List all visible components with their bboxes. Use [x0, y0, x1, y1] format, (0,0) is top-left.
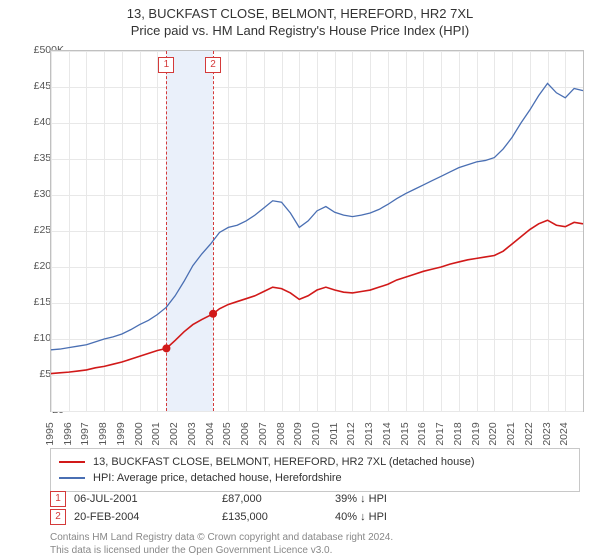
- credits-line-1: Contains HM Land Registry data © Crown c…: [50, 532, 580, 545]
- x-axis-label: 2022: [523, 422, 535, 445]
- credits-line-2: This data is licensed under the Open Gov…: [50, 545, 580, 558]
- x-axis-label: 2010: [310, 422, 322, 445]
- x-axis-label: 2015: [399, 422, 411, 445]
- x-axis-label: 2012: [345, 422, 357, 445]
- x-axis-label: 2007: [257, 422, 269, 445]
- x-axis-label: 1995: [44, 422, 56, 445]
- sales-row-diff-2: 40% ↓ HPI: [335, 511, 430, 523]
- sales-table: 1 06-JUL-2001 £87,000 39% ↓ HPI 2 20-FEB…: [50, 490, 580, 526]
- credits: Contains HM Land Registry data © Crown c…: [50, 532, 580, 557]
- chart-svg: [51, 51, 583, 411]
- x-axis-label: 2013: [363, 422, 375, 445]
- sales-table-row-2: 2 20-FEB-2004 £135,000 40% ↓ HPI: [50, 508, 580, 526]
- series-subject-line: [51, 220, 583, 373]
- x-axis-label: 1997: [79, 422, 91, 445]
- sales-row-date-1: 06-JUL-2001: [74, 493, 214, 505]
- x-axis-label: 1996: [62, 422, 74, 445]
- x-axis-label: 2024: [558, 422, 570, 445]
- x-axis-label: 2003: [186, 422, 198, 445]
- x-axis-label: 2017: [434, 422, 446, 445]
- x-axis-label: 2011: [328, 423, 340, 446]
- legend-label-subject: 13, BUCKFAST CLOSE, BELMONT, HEREFORD, H…: [93, 456, 474, 468]
- x-axis-label: 2004: [204, 422, 216, 445]
- x-axis-label: 2009: [292, 422, 304, 445]
- chart-plot-area: 1 2: [50, 50, 584, 412]
- x-axis-label: 1999: [115, 422, 127, 445]
- legend-item-hpi: HPI: Average price, detached house, Here…: [59, 470, 571, 486]
- sales-row-diff-1: 39% ↓ HPI: [335, 493, 430, 505]
- x-axis-label: 2005: [221, 422, 233, 445]
- legend-label-hpi: HPI: Average price, detached house, Here…: [93, 472, 342, 484]
- legend-swatch-subject: [59, 461, 85, 463]
- chart-title-address: 13, BUCKFAST CLOSE, BELMONT, HEREFORD, H…: [0, 6, 600, 21]
- x-axis-label: 2014: [381, 422, 393, 445]
- x-axis-label: 2016: [416, 422, 428, 445]
- sales-row-price-2: £135,000: [222, 511, 327, 523]
- x-axis-label: 2018: [452, 422, 464, 445]
- x-axis-label: 1998: [97, 422, 109, 445]
- x-axis-label: 2008: [275, 422, 287, 445]
- x-axis-label: 2000: [133, 422, 145, 445]
- x-axis-label: 2006: [239, 422, 251, 445]
- sales-row-marker-1: 1: [50, 491, 66, 507]
- chart-title-subtitle: Price paid vs. HM Land Registry's House …: [0, 23, 600, 38]
- x-axis-label: 2001: [150, 422, 162, 445]
- series-hpi-line: [51, 83, 583, 349]
- legend-swatch-hpi: [59, 477, 85, 479]
- x-axis-label: 2002: [168, 422, 180, 445]
- x-axis-label: 2023: [541, 422, 553, 445]
- x-axis-label: 2020: [487, 422, 499, 445]
- x-axis-label: 2019: [470, 422, 482, 445]
- x-axis-label: 2021: [505, 422, 517, 445]
- legend: 13, BUCKFAST CLOSE, BELMONT, HEREFORD, H…: [50, 448, 580, 492]
- sales-row-marker-2: 2: [50, 509, 66, 525]
- sale-point-2: [209, 310, 217, 318]
- sales-row-price-1: £87,000: [222, 493, 327, 505]
- sales-table-row-1: 1 06-JUL-2001 £87,000 39% ↓ HPI: [50, 490, 580, 508]
- chart-title-block: 13, BUCKFAST CLOSE, BELMONT, HEREFORD, H…: [0, 0, 600, 38]
- legend-item-subject: 13, BUCKFAST CLOSE, BELMONT, HEREFORD, H…: [59, 454, 571, 470]
- sales-row-date-2: 20-FEB-2004: [74, 511, 214, 523]
- sale-point-1: [162, 344, 170, 352]
